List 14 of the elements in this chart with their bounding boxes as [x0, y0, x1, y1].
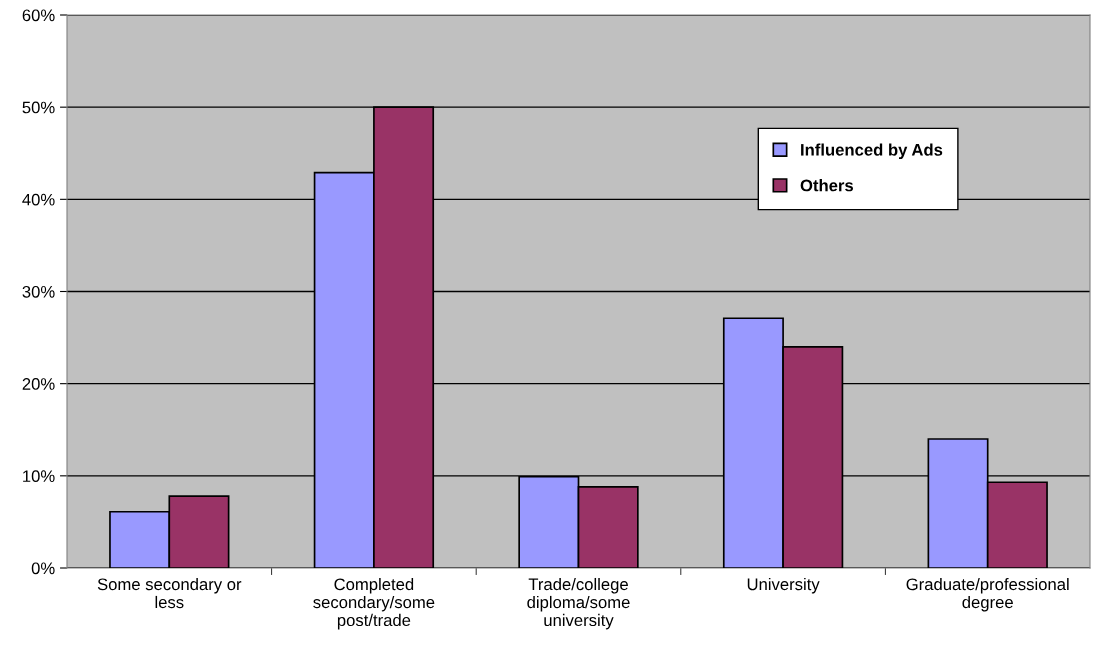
x-tick-label: Graduate/professional degree: [906, 577, 1069, 612]
y-tick-label: 10%: [23, 470, 55, 483]
y-tick-label: 50%: [22, 101, 55, 114]
legend-label: Influenced by Ads: [801, 143, 943, 160]
x-tick-label: Completed secondary/some post/trade: [313, 577, 435, 630]
x-tick-label: Trade/college diploma/some university: [527, 577, 630, 630]
legend-label: Others: [800, 179, 854, 192]
y-tick-label: 40%: [22, 193, 55, 206]
y-tick-label: 20%: [22, 378, 55, 390]
y-tick-label: 0%: [31, 562, 55, 575]
x-tick-label: University: [747, 577, 820, 594]
y-tick-label: 60%: [22, 9, 55, 22]
x-tick-label: Some secondary or less: [97, 577, 242, 609]
y-tick-label: 30%: [22, 285, 55, 298]
